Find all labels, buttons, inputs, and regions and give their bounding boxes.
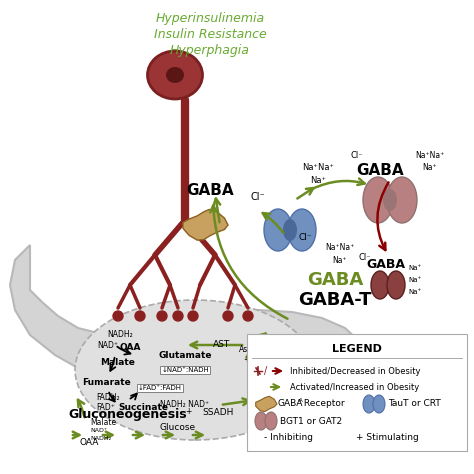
Text: LEGEND: LEGEND (332, 344, 382, 354)
Text: Na⁺: Na⁺ (409, 289, 422, 295)
Circle shape (223, 311, 233, 321)
Ellipse shape (383, 189, 397, 211)
Text: GABA: GABA (307, 271, 363, 289)
Circle shape (243, 311, 253, 321)
Text: ↓NAD⁺:NADH: ↓NAD⁺:NADH (161, 367, 209, 373)
Ellipse shape (387, 177, 417, 223)
Text: GABA: GABA (186, 182, 234, 198)
Text: Cl⁻: Cl⁻ (298, 233, 312, 242)
Circle shape (113, 311, 123, 321)
Ellipse shape (363, 395, 375, 413)
Text: AST: AST (213, 340, 231, 349)
Text: Semialdehyde: Semialdehyde (248, 408, 302, 417)
Text: Aspartate: Aspartate (239, 345, 277, 354)
Text: Glutamate: Glutamate (255, 388, 295, 397)
Ellipse shape (371, 271, 389, 299)
Ellipse shape (387, 271, 405, 299)
Text: Na⁺Na⁺: Na⁺Na⁺ (325, 243, 355, 252)
Text: + Stimulating: + Stimulating (356, 434, 419, 443)
Polygon shape (256, 396, 277, 411)
Text: Hyperinsulinemia: Hyperinsulinemia (155, 12, 264, 25)
Text: Na⁺Na⁺: Na⁺Na⁺ (415, 151, 445, 160)
Text: Receptor: Receptor (301, 400, 345, 409)
Text: NAD⁺: NAD⁺ (90, 428, 107, 433)
Text: Succinate: Succinate (118, 403, 168, 412)
Text: SSADH: SSADH (202, 408, 234, 417)
Text: Insulin Resistance: Insulin Resistance (154, 28, 266, 41)
Text: Glucose: Glucose (160, 423, 196, 432)
Ellipse shape (283, 219, 297, 241)
Ellipse shape (75, 300, 315, 440)
Text: Na⁺: Na⁺ (409, 277, 422, 283)
Ellipse shape (373, 395, 385, 413)
Text: Na⁺: Na⁺ (310, 176, 326, 185)
Text: Na⁺: Na⁺ (333, 256, 347, 265)
Circle shape (135, 311, 145, 321)
Text: - Inhibiting: - Inhibiting (264, 434, 313, 443)
Text: Cl⁻: Cl⁻ (359, 253, 371, 262)
Text: FADH₂: FADH₂ (96, 393, 119, 402)
Text: NAD⁺: NAD⁺ (98, 341, 118, 350)
Text: Hyperphagia: Hyperphagia (170, 44, 250, 57)
Text: Gluconeogenesis: Gluconeogenesis (69, 408, 187, 421)
Text: Malate: Malate (100, 358, 135, 367)
Text: BGT1 or GAT2: BGT1 or GAT2 (280, 417, 342, 426)
Text: Cl⁻: Cl⁻ (251, 192, 265, 202)
Polygon shape (183, 210, 228, 240)
Text: Na⁺Na⁺: Na⁺Na⁺ (302, 163, 334, 172)
Text: OAA: OAA (80, 438, 100, 447)
Text: GABA: GABA (366, 258, 405, 272)
Polygon shape (10, 245, 368, 407)
Text: FAD⁺: FAD⁺ (96, 403, 115, 412)
Ellipse shape (288, 209, 316, 251)
Text: + Succinate: + Succinate (252, 398, 298, 407)
Ellipse shape (147, 51, 202, 99)
Circle shape (157, 311, 167, 321)
Ellipse shape (264, 209, 292, 251)
Ellipse shape (255, 412, 267, 430)
Circle shape (173, 311, 183, 321)
Text: GABA: GABA (278, 400, 303, 409)
Text: Fumarate: Fumarate (82, 378, 131, 387)
Text: A: A (299, 399, 303, 403)
Text: NADH₂ NAD⁺: NADH₂ NAD⁺ (160, 400, 210, 409)
Text: Na⁺: Na⁺ (423, 163, 438, 172)
Text: OAA: OAA (119, 343, 141, 352)
Ellipse shape (363, 177, 393, 223)
Ellipse shape (166, 67, 184, 83)
Text: ↓FAD⁺:FADH: ↓FAD⁺:FADH (138, 385, 182, 391)
Text: /: / (264, 366, 270, 376)
Text: Glutamate: Glutamate (158, 351, 212, 360)
Text: Malate: Malate (90, 418, 116, 427)
Ellipse shape (265, 412, 277, 430)
Text: Cl⁻: Cl⁻ (351, 151, 363, 160)
Circle shape (188, 311, 198, 321)
FancyBboxPatch shape (247, 334, 467, 451)
Text: GABA: GABA (356, 163, 404, 177)
Text: Activated/Increased in Obesity: Activated/Increased in Obesity (290, 383, 419, 392)
Text: TauT or CRT: TauT or CRT (388, 400, 441, 409)
Text: Inhibited/Decreased in Obesity: Inhibited/Decreased in Obesity (290, 366, 420, 375)
Text: + α-KG: + α-KG (244, 355, 272, 364)
Text: NADH₂: NADH₂ (90, 436, 111, 441)
Text: Na⁺: Na⁺ (409, 265, 422, 271)
Text: NADH₂: NADH₂ (107, 330, 133, 339)
Text: GABA-T: GABA-T (298, 291, 372, 309)
Text: +: + (185, 407, 191, 416)
